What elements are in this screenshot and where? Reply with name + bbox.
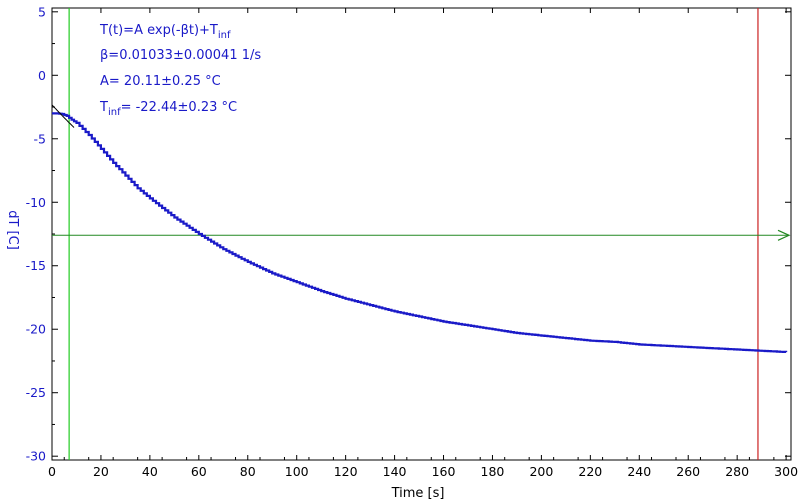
y-tick-label: 0 (38, 68, 46, 83)
y-tick-label: -20 (26, 322, 46, 337)
y-tick-label: -10 (26, 195, 46, 210)
y-tick-label: -5 (34, 131, 46, 146)
y-tick-label: -15 (26, 258, 46, 273)
x-tick-label: 100 (285, 464, 309, 479)
fit-beta: β=0.01033±0.00041 1/s (100, 48, 261, 63)
x-tick-label: 240 (627, 464, 651, 479)
x-tick-label: 300 (774, 464, 798, 479)
x-tick-label: 160 (432, 464, 456, 479)
y-tick-label: -30 (26, 449, 46, 464)
measured-series-line (52, 112, 788, 353)
series-group (51, 104, 788, 353)
x-tick-label: 220 (578, 464, 602, 479)
x-tick-label: 20 (93, 464, 109, 479)
fit-curve-line (51, 104, 75, 128)
x-tick-label: 260 (676, 464, 700, 479)
x-tick-label: 80 (240, 464, 256, 479)
x-tick-label: 0 (48, 464, 56, 479)
x-tick-label: 60 (191, 464, 207, 479)
x-axis-label: Time [s] (391, 486, 445, 501)
fit-annotation: T(t)=A exp(-βt)+Tinf β=0.01033±0.00041 1… (99, 23, 261, 118)
y-tick-label: -25 (26, 385, 46, 400)
axes-group: 0 20 40 60 80 100 120 140 160 180 200 220 240 260 280 3… (26, 4, 799, 479)
fit-amplitude: A= 20.11±0.25 °C (100, 74, 221, 89)
x-tick-label: 120 (334, 464, 358, 479)
x-tick-label: 180 (481, 464, 505, 479)
y-tick-label: 5 (38, 4, 46, 19)
fit-formula: T(t)=A exp(-βt)+Tinf (99, 23, 231, 41)
x-tick-label: 200 (529, 464, 553, 479)
markers-group (52, 8, 791, 460)
x-tick-label: 280 (725, 464, 749, 479)
fit-tinf: Tinf= -22.44±0.23 °C (99, 100, 237, 118)
level-arrow-icon (777, 229, 791, 241)
y-axis-label: dT [C] (5, 210, 20, 250)
x-tick-label: 40 (142, 464, 158, 479)
x-tick-label: 140 (383, 464, 407, 479)
